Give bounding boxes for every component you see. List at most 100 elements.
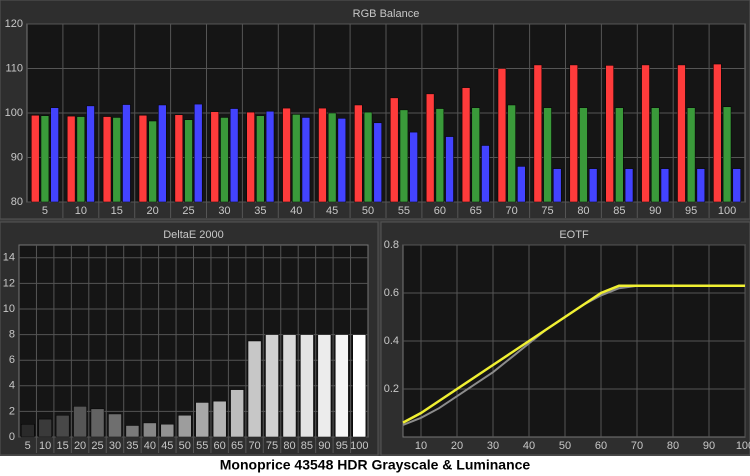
bar (543, 107, 552, 203)
bar (122, 104, 131, 203)
bar (282, 107, 291, 203)
bar (732, 168, 741, 203)
x-tick-label: 65 (470, 205, 482, 217)
bar (73, 406, 87, 438)
bar (461, 87, 471, 203)
bar (229, 108, 239, 203)
x-tick-label: 55 (398, 205, 410, 217)
bar (569, 64, 578, 203)
x-tick-label: 55 (196, 440, 208, 452)
x-tick-label: 10 (39, 440, 51, 452)
y-tick-label: 6 (9, 354, 15, 366)
bar (90, 408, 105, 438)
bar (38, 418, 52, 438)
x-tick-label: 10 (415, 440, 427, 452)
x-tick-label: 85 (301, 440, 313, 452)
y-tick-label: 90 (11, 151, 23, 163)
bar (138, 114, 148, 203)
bar (300, 334, 314, 438)
bar (76, 116, 86, 203)
x-tick-label: 5 (42, 205, 48, 217)
x-tick-label: 90 (649, 205, 661, 217)
caption-bg (0, 456, 750, 476)
bar (220, 117, 229, 203)
y-tick-label: 0 (9, 431, 15, 443)
bar (318, 107, 327, 203)
bar (31, 114, 40, 203)
x-tick-label: 10 (75, 205, 87, 217)
bar (533, 64, 543, 203)
x-tick-label: 95 (336, 440, 348, 452)
bar (256, 115, 265, 203)
bar (713, 63, 722, 203)
bar (641, 64, 650, 203)
bar (363, 111, 373, 203)
x-tick-label: 45 (326, 205, 338, 217)
bar (435, 108, 445, 203)
x-tick-label: 50 (179, 440, 191, 452)
x-tick-label: 70 (248, 440, 260, 452)
bar (445, 136, 454, 203)
x-tick-label: 80 (667, 440, 679, 452)
bar (605, 65, 614, 203)
bar (246, 111, 255, 203)
bar (158, 104, 167, 203)
x-tick-label: 75 (266, 440, 278, 452)
bar (265, 110, 275, 203)
x-tick-label: 80 (283, 440, 295, 452)
bar (354, 104, 363, 203)
bar (409, 131, 418, 203)
bar (212, 400, 227, 438)
x-tick-label: 100 (736, 440, 750, 452)
y-tick-label: 110 (5, 62, 23, 74)
bar (481, 145, 490, 203)
x-tick-label: 75 (541, 205, 553, 217)
x-tick-label: 70 (506, 205, 518, 217)
bar (292, 114, 301, 203)
x-tick-label: 50 (362, 205, 374, 217)
bar (390, 97, 399, 203)
bar (317, 334, 332, 438)
bar (588, 168, 598, 203)
bar (112, 117, 121, 203)
bar (265, 334, 279, 438)
chart-title: RGB Balance (353, 8, 420, 20)
y-tick-label: 14 (3, 252, 15, 264)
x-tick-label: 15 (57, 440, 69, 452)
bar (195, 402, 210, 438)
x-tick-label: 90 (703, 440, 715, 452)
x-tick-label: 30 (109, 440, 121, 452)
x-tick-label: 20 (147, 205, 159, 217)
x-tick-label: 25 (91, 440, 103, 452)
y-tick-label: 10 (3, 303, 15, 315)
bar (497, 68, 507, 203)
bar (507, 104, 516, 203)
bar (148, 120, 157, 203)
bar (696, 168, 706, 203)
bar (194, 103, 203, 203)
bar (102, 116, 112, 203)
bar (177, 414, 192, 438)
x-tick-label: 85 (613, 205, 625, 217)
x-tick-label: 50 (559, 440, 571, 452)
x-tick-label: 95 (685, 205, 697, 217)
x-tick-label: 20 (451, 440, 463, 452)
line (402, 284, 745, 424)
bar (615, 107, 624, 203)
caption: Monoprice 43548 HDR Grayscale & Luminanc… (220, 457, 531, 473)
bar (517, 166, 526, 203)
bar (301, 117, 311, 203)
x-tick-label: 40 (523, 440, 535, 452)
y-tick-label: 0.2 (384, 383, 399, 395)
x-tick-label: 35 (254, 205, 266, 217)
x-tick-label: 90 (318, 440, 330, 452)
bar (722, 106, 732, 203)
bar (160, 423, 175, 438)
y-tick-label: 100 (5, 107, 23, 119)
bar (66, 115, 76, 203)
x-tick-label: 20 (74, 440, 86, 452)
y-tick-label: 120 (5, 18, 23, 30)
y-tick-label: 12 (3, 277, 15, 289)
bar (579, 107, 588, 203)
y-tick-label: 8 (9, 329, 15, 341)
